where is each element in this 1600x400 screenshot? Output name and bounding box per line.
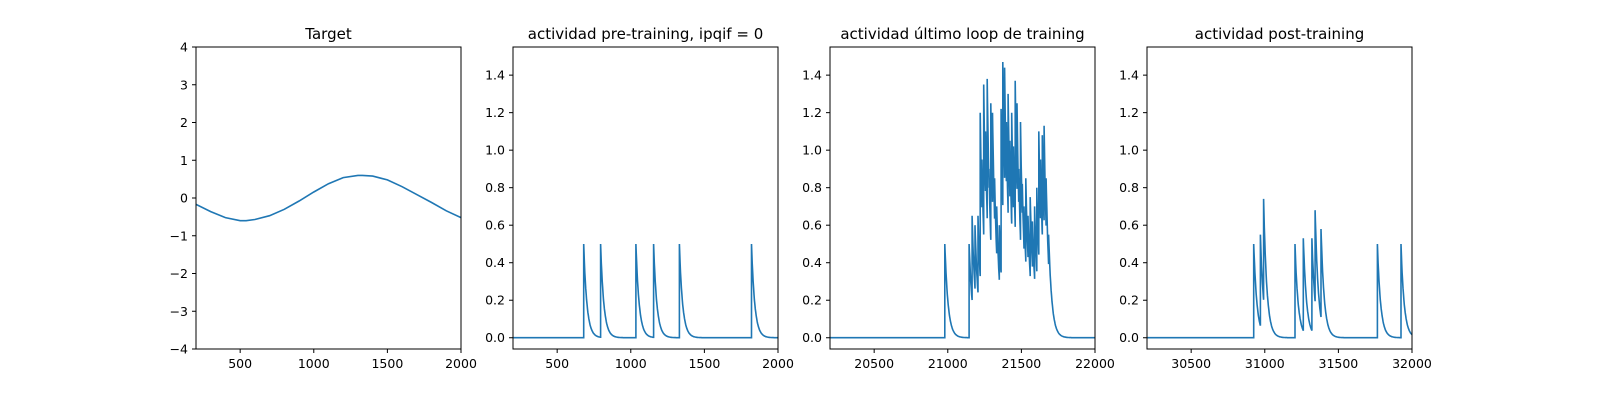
x-tick-label: 2000 xyxy=(445,356,477,371)
subplot-title: Target xyxy=(304,25,352,43)
y-tick-label: 0.0 xyxy=(485,330,505,345)
y-tick-label: 0.4 xyxy=(485,255,505,270)
x-tick-label: 31000 xyxy=(1245,356,1285,371)
y-tick-label: −4 xyxy=(170,342,188,357)
subplot-pre-training: actividad pre-training, ipqif = 0 500 1000… xyxy=(485,25,794,371)
subplot-post-training: actividad post-training 30500 31000 31500 32… xyxy=(1119,25,1432,371)
y-tick-label: 2 xyxy=(180,115,188,130)
y-tick-label: −2 xyxy=(170,266,188,281)
y-tick-label: 0.4 xyxy=(1119,255,1139,270)
y-tick-label: 0.8 xyxy=(1119,180,1139,195)
y-tick-label: 0.0 xyxy=(802,330,822,345)
x-tick-label: 500 xyxy=(545,356,569,371)
y-tick-label: 0.2 xyxy=(485,293,505,308)
y-tick-label: 0.8 xyxy=(802,180,822,195)
subplot-title: actividad pre-training, ipqif = 0 xyxy=(528,25,764,43)
x-tick-label: 1000 xyxy=(298,356,330,371)
axes-frame xyxy=(512,46,779,350)
x-tick-label: 22000 xyxy=(1075,356,1115,371)
y-tick-label: 4 xyxy=(180,40,188,55)
subplot-title: actividad último loop de training xyxy=(840,25,1084,43)
series-line xyxy=(196,174,461,222)
y-tick-label: −1 xyxy=(170,228,188,243)
subplot-last-training-loop: actividad último loop de training 20500 21… xyxy=(802,25,1115,371)
x-tick-label: 20500 xyxy=(854,356,894,371)
x-tick-label: 32000 xyxy=(1392,356,1432,371)
y-tick-label: 0 xyxy=(180,191,188,206)
y-tick-label: 0.8 xyxy=(485,180,505,195)
y-tick-label: 1.4 xyxy=(1119,68,1139,83)
y-tick-label: 0.6 xyxy=(1119,218,1139,233)
y-tick-label: 3 xyxy=(180,77,188,92)
y-tick-label: 0.6 xyxy=(485,218,505,233)
y-tick-label: 1.0 xyxy=(802,143,822,158)
series-line xyxy=(1147,198,1412,339)
y-tick-label: 0.2 xyxy=(802,293,822,308)
y-tick-label: 1.0 xyxy=(485,143,505,158)
y-tick-label: 1 xyxy=(180,153,188,168)
y-tick-label: 1.4 xyxy=(802,68,822,83)
x-tick-label: 1500 xyxy=(371,356,403,371)
x-tick-label: 500 xyxy=(228,356,252,371)
y-tick-label: 0.0 xyxy=(1119,330,1139,345)
axes-frame xyxy=(1146,46,1413,350)
series-line xyxy=(830,61,1095,339)
y-tick-label: 0.2 xyxy=(1119,293,1139,308)
y-tick-label: 1.2 xyxy=(485,105,505,120)
axes-frame xyxy=(829,46,1096,350)
y-tick-label: 1.0 xyxy=(1119,143,1139,158)
x-tick-label: 1000 xyxy=(615,356,647,371)
x-tick-label: 31500 xyxy=(1319,356,1359,371)
subplot-title: actividad post-training xyxy=(1195,25,1364,43)
y-tick-label: 1.2 xyxy=(1119,105,1139,120)
y-tick-label: 1.2 xyxy=(802,105,822,120)
series-line xyxy=(513,243,778,339)
subplot-target: Target 500 1000 1500 2000 −4 −3 −2 −1 0 1 2 3 4 xyxy=(170,25,477,371)
x-tick-label: 30500 xyxy=(1171,356,1211,371)
x-tick-label: 21000 xyxy=(928,356,968,371)
y-tick-label: −3 xyxy=(170,304,188,319)
x-tick-label: 21500 xyxy=(1002,356,1042,371)
y-tick-label: 1.4 xyxy=(485,68,505,83)
x-tick-label: 1500 xyxy=(688,356,720,371)
x-tick-label: 2000 xyxy=(762,356,794,371)
y-tick-label: 0.4 xyxy=(802,255,822,270)
y-tick-label: 0.6 xyxy=(802,218,822,233)
